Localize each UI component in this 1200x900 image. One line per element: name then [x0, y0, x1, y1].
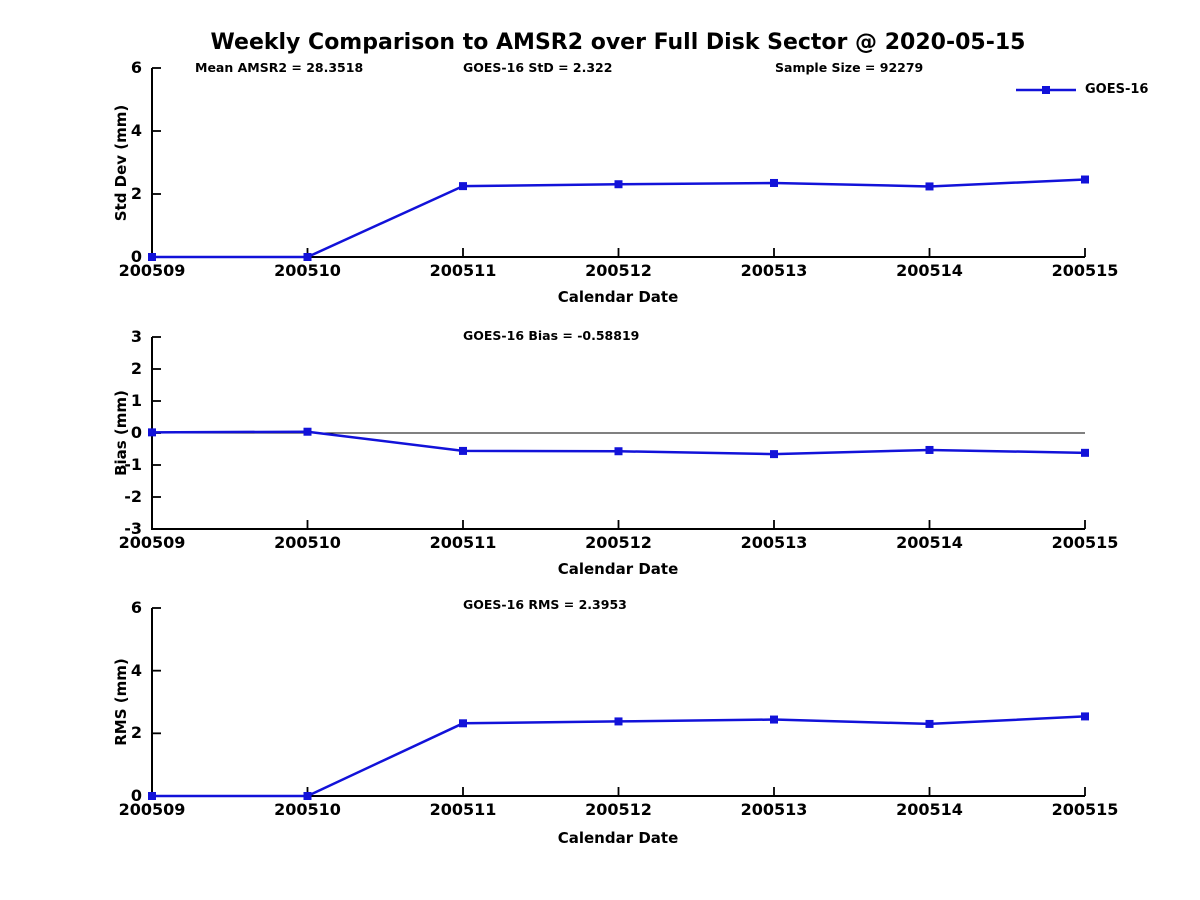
x-tick-label: 200510	[274, 261, 341, 280]
x-axis-label-3: Calendar Date	[557, 829, 679, 847]
x-tick-label: 200509	[118, 800, 186, 819]
data-point-marker	[303, 792, 312, 800]
data-point-marker	[148, 792, 156, 800]
data-point-marker	[925, 445, 934, 454]
y-tick-label: 2	[130, 184, 142, 203]
x-tick-label: 200509	[118, 533, 186, 552]
x-axis-label-2: Calendar Date	[557, 560, 679, 578]
x-tick-label: 200515	[1051, 800, 1119, 819]
data-point-marker	[614, 717, 623, 726]
y-tick-label: -3	[124, 519, 142, 538]
y-tick-label: 0	[130, 786, 142, 805]
annotation-mean-amsr2: Mean AMSR2 = 28.3518	[195, 60, 364, 75]
x-tick-label: 200513	[740, 800, 808, 819]
data-point-marker	[148, 253, 156, 261]
data-point-marker	[614, 447, 623, 456]
x-tick-label: 200512	[585, 533, 652, 552]
x-tick-label: 200514	[896, 533, 963, 552]
data-point-marker	[770, 450, 778, 459]
data-point-marker	[1081, 712, 1089, 721]
y-tick-label: 4	[130, 121, 142, 140]
data-point-marker	[925, 182, 934, 191]
x-tick-label: 200515	[1051, 533, 1119, 552]
page-title: Weekly Comparison to AMSR2 over Full Dis…	[210, 30, 1026, 55]
y-tick-label: 0	[130, 423, 142, 442]
legend-label: GOES-16	[1085, 82, 1149, 97]
annotation-goes16-std: GOES-16 StD = 2.322	[463, 60, 613, 75]
x-tick-label: 200511	[429, 261, 497, 280]
x-tick-label: 200515	[1051, 261, 1119, 280]
legend-line-marker-icon	[1016, 85, 1076, 94]
data-point-marker	[925, 719, 934, 728]
y-tick-label: 2	[130, 359, 142, 378]
x-tick-label: 200512	[585, 800, 652, 819]
y-tick-label: 6	[130, 598, 142, 617]
y-tick-label: -1	[124, 455, 142, 474]
x-tick-label: 200510	[274, 533, 341, 552]
data-point-marker	[1081, 448, 1089, 457]
x-axis-label-1: Calendar Date	[557, 288, 679, 306]
annotation-sample-size: Sample Size = 92279	[775, 60, 924, 75]
x-tick-label: 200510	[274, 800, 341, 819]
y-tick-label: 6	[130, 58, 142, 77]
x-tick-label: 200513	[740, 533, 808, 552]
data-point-marker	[459, 182, 467, 191]
data-point-marker	[459, 719, 467, 728]
x-tick-label: 200514	[896, 800, 963, 819]
x-tick-label: 200511	[429, 533, 497, 552]
y-tick-label: 0	[130, 247, 142, 266]
data-point-marker	[770, 178, 778, 187]
data-point-marker	[303, 253, 312, 261]
data-point-marker	[148, 428, 156, 437]
x-tick-label: 200509	[118, 261, 186, 280]
x-tick-label: 200514	[896, 261, 963, 280]
legend: GOES-16	[1015, 82, 1148, 97]
y-tick-label: -2	[124, 487, 142, 506]
y-tick-label: 3	[130, 327, 142, 346]
data-point-marker	[459, 446, 467, 455]
y-tick-label: 1	[130, 391, 142, 410]
annotation-goes16-bias: GOES-16 Bias = -0.58819	[463, 328, 640, 343]
y-tick-label: 2	[130, 723, 142, 743]
data-point-marker	[303, 427, 312, 436]
data-point-marker	[770, 715, 778, 724]
y-tick-label: 4	[130, 660, 142, 680]
data-point-marker	[1081, 175, 1089, 184]
data-point-marker	[614, 180, 623, 189]
x-tick-label: 200512	[585, 261, 652, 280]
x-tick-label: 200513	[740, 261, 808, 280]
x-tick-label: 200511	[429, 800, 497, 819]
annotation-goes16-rms: GOES-16 RMS = 2.3953	[463, 597, 627, 612]
